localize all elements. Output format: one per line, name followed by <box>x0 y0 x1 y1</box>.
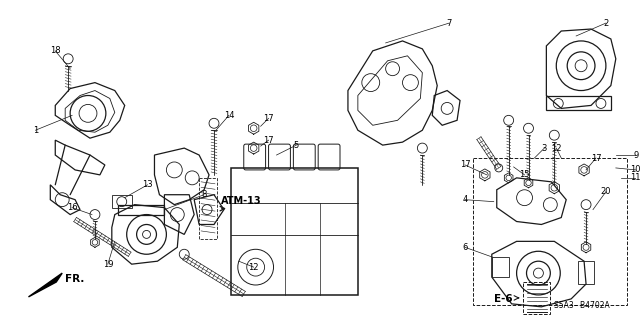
Text: 4: 4 <box>462 195 468 204</box>
Text: E-6: E-6 <box>494 294 513 304</box>
Text: 14: 14 <box>223 111 234 120</box>
Text: 17: 17 <box>460 160 470 169</box>
Text: 10: 10 <box>630 166 640 174</box>
Text: 8: 8 <box>202 190 207 199</box>
Text: 20: 20 <box>601 187 611 196</box>
Text: 17: 17 <box>591 153 602 162</box>
Text: 11: 11 <box>630 173 640 182</box>
Text: 18: 18 <box>50 46 61 56</box>
Text: 17: 17 <box>263 136 274 145</box>
Text: 12: 12 <box>551 144 561 152</box>
Text: 15: 15 <box>519 170 530 179</box>
Text: FR.: FR. <box>65 274 84 284</box>
Text: 6: 6 <box>462 243 468 252</box>
Text: 13: 13 <box>142 180 153 189</box>
Polygon shape <box>28 273 62 297</box>
Text: S5A3– B4702A: S5A3– B4702A <box>554 301 610 310</box>
Text: 1: 1 <box>33 126 38 135</box>
Text: 5: 5 <box>294 141 299 150</box>
Text: 12: 12 <box>248 263 259 272</box>
Text: 2: 2 <box>604 19 609 27</box>
Text: 16: 16 <box>67 203 77 212</box>
Text: 17: 17 <box>263 114 274 123</box>
Text: ATM-13: ATM-13 <box>221 196 262 206</box>
Text: 19: 19 <box>102 260 113 269</box>
Text: 9: 9 <box>633 151 638 160</box>
Text: 3: 3 <box>541 144 547 152</box>
Text: 7: 7 <box>447 19 452 27</box>
